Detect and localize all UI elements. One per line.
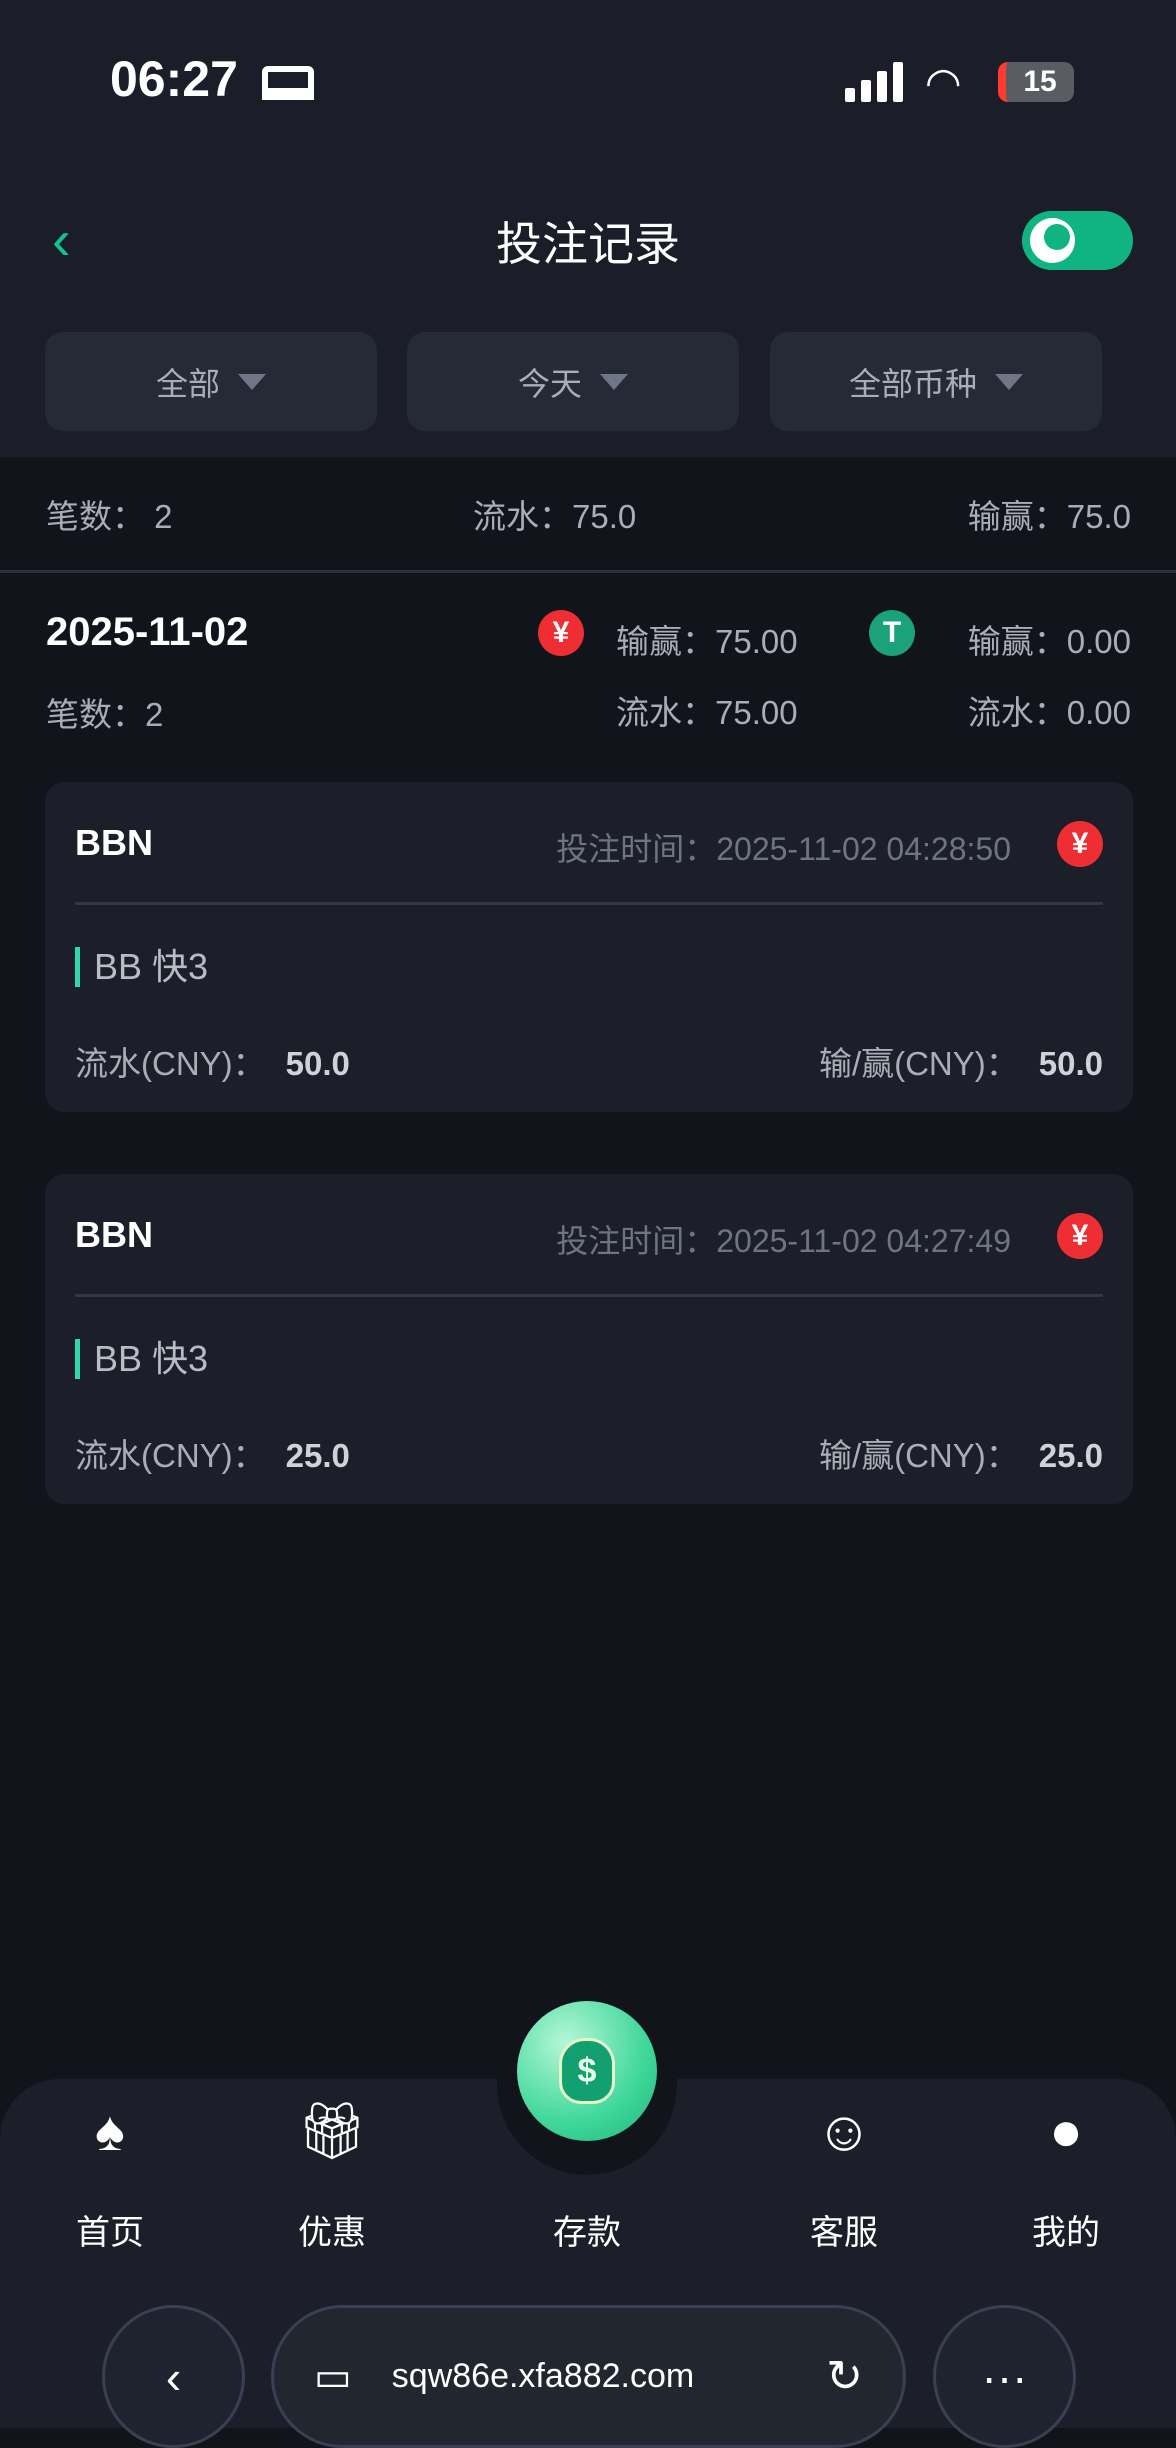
game-name: BB 快3 [75, 1339, 208, 1379]
moon-icon [1030, 218, 1075, 263]
reload-icon[interactable]: ↻ [826, 2352, 863, 2401]
filter-currency-label: 全部币种 [848, 365, 977, 402]
cny-icon: ¥ [1057, 821, 1103, 867]
label: 输赢： [967, 498, 1067, 535]
nav-profile[interactable]: ● 我的 [996, 2085, 1136, 2254]
label: 流水(CNY)： [75, 1437, 266, 1474]
nav-promotions[interactable]: 🎁︎ 优惠 [262, 2085, 402, 2254]
game-name: BB 快3 [75, 947, 208, 987]
bet-time: 投注时间：2025-11-02 04:28:50 [556, 831, 1011, 867]
divider [75, 902, 1103, 905]
label: 流水(CNY)： [75, 1045, 266, 1082]
support-agent-icon: ☺ [815, 2099, 873, 2162]
filter-date[interactable]: 今天 [407, 332, 739, 431]
cny-icon: ¥ [1057, 1213, 1103, 1259]
cny-icon: ¥ [538, 610, 584, 656]
value: 2 [145, 696, 164, 733]
browser-back-button[interactable]: ‹ [102, 2305, 245, 2448]
nav-label: 客服 [810, 2214, 878, 2252]
winloss: 输/赢(CNY)： 50.0 [819, 1037, 1103, 1085]
sleep-icon [262, 66, 314, 100]
caret-down-icon [600, 373, 628, 390]
day-count: 笔数：2 [46, 688, 163, 736]
user-icon: ● [1049, 2099, 1083, 2162]
page-title: 投注记录 [496, 218, 680, 270]
nav-deposit[interactable]: 存款 [517, 2085, 657, 2254]
filter-date-label: 今天 [517, 365, 582, 402]
more-icon: ··· [981, 2350, 1028, 2403]
value: 25.0 [1038, 1437, 1103, 1474]
platform: BBN [75, 822, 153, 863]
spade-8-icon: ♠ [95, 2099, 125, 2162]
chevron-left-icon: ‹ [165, 2350, 182, 2403]
record-card[interactable]: BBN 投注时间：2025-11-02 04:28:50 ¥ BB 快3 流水(… [45, 782, 1133, 1112]
caret-down-icon [238, 373, 266, 390]
summary-winloss: 输赢：75.0 [968, 490, 1131, 538]
day-cny-turnover: 流水：75.00 [616, 694, 798, 731]
platform: BBN [75, 1214, 153, 1255]
day-usdt-winloss: 输赢：0.00 [967, 623, 1131, 660]
filter-type-label: 全部 [155, 365, 220, 402]
value: 2 [154, 498, 173, 535]
summary-turnover: 流水：75.0 [473, 490, 636, 538]
divider [75, 1294, 1103, 1297]
gift-hand-icon: 🎁︎ [296, 2099, 368, 2162]
back-button[interactable]: ‹ [52, 208, 71, 271]
label: 流水： [473, 498, 572, 535]
money-bag-icon: $ [559, 2038, 615, 2104]
spacer [517, 2095, 657, 2167]
nav-label: 优惠 [298, 2214, 366, 2252]
day-cny-winloss: 输赢：75.00 [616, 623, 798, 660]
nav-label: 我的 [1032, 2214, 1100, 2252]
filter-type[interactable]: 全部 [45, 332, 377, 431]
usdt-icon: T [869, 610, 915, 656]
value: 50.0 [285, 1045, 350, 1082]
turnover: 流水(CNY)： 50.0 [75, 1037, 350, 1085]
wifi-icon: ◠ [925, 59, 962, 106]
url-bar[interactable]: ▭ sqw86e.xfa882.com ↻ [271, 2305, 906, 2448]
value: 50.0 [1038, 1045, 1103, 1082]
summary-count: 笔数： 2 [46, 490, 173, 538]
winloss: 输/赢(CNY)： 25.0 [819, 1429, 1103, 1477]
battery-level: 15 [1023, 65, 1057, 98]
label: 笔数： [46, 498, 145, 535]
value: 75.0 [1066, 498, 1131, 535]
label: 输/赢(CNY)： [818, 1045, 1019, 1082]
value: 75.0 [572, 498, 637, 535]
day-date: 2025-11-02 [46, 610, 249, 654]
turnover: 流水(CNY)： 25.0 [75, 1429, 350, 1477]
theme-toggle[interactable] [1022, 211, 1133, 270]
nav-label: 存款 [553, 2214, 621, 2252]
url-text: sqw86e.xfa882.com [391, 2357, 695, 2395]
nav-home[interactable]: ♠ 首页 [40, 2085, 180, 2254]
label: 笔数： [46, 696, 145, 733]
tabs-icon: ▭ [314, 2354, 352, 2399]
label: 输/赢(CNY)： [818, 1437, 1019, 1474]
record-card[interactable]: BBN 投注时间：2025-11-02 04:27:49 ¥ BB 快3 流水(… [45, 1174, 1133, 1504]
signal-icon [845, 62, 903, 102]
nav-support[interactable]: ☺ 客服 [774, 2085, 914, 2254]
day-usdt-turnover: 流水：0.00 [967, 694, 1131, 731]
nav-label: 首页 [76, 2214, 144, 2252]
status-time: 06:27 [110, 51, 238, 107]
battery-indicator: 15 [998, 62, 1074, 102]
caret-down-icon [995, 373, 1023, 390]
bet-time: 投注时间：2025-11-02 04:27:49 [556, 1223, 1011, 1259]
filter-currency[interactable]: 全部币种 [770, 332, 1102, 431]
divider [0, 570, 1176, 573]
value: 25.0 [285, 1437, 350, 1474]
more-button[interactable]: ··· [933, 2305, 1076, 2448]
deposit-button[interactable]: $ [517, 2001, 657, 2141]
